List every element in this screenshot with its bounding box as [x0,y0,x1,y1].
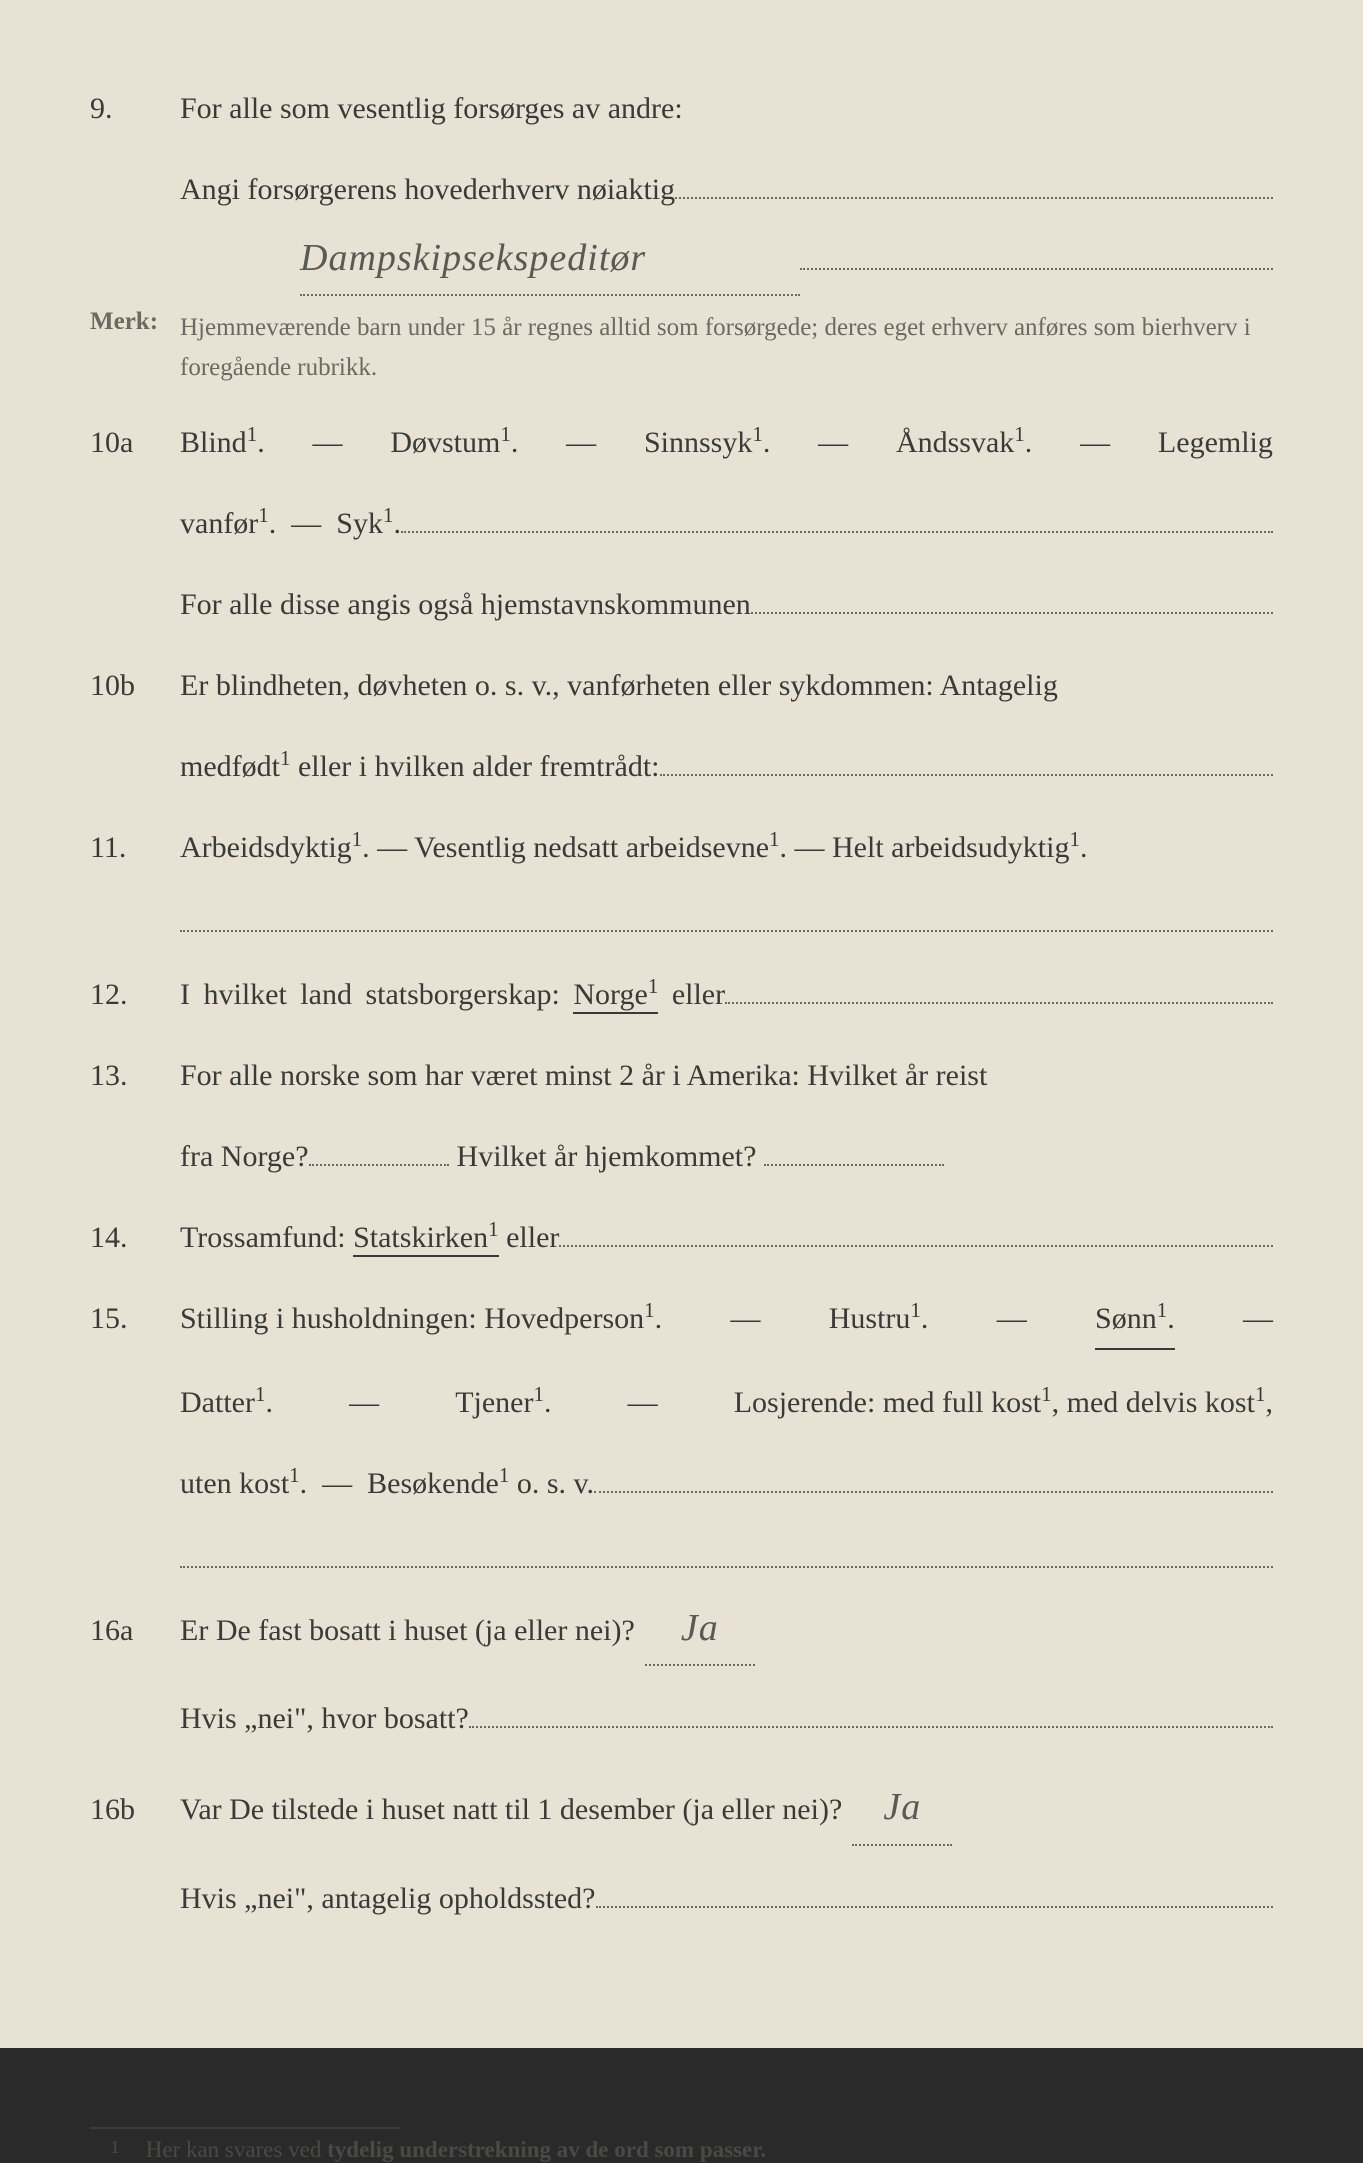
q14-row: 14. Trossamfund: Statskirken1 eller [90,1209,1273,1266]
dotted-line [660,744,1274,776]
q10a-row2: vanfør1. — Syk1. [90,495,1273,552]
q16a-sub-row: Hvis „nei", hvor bosatt? [90,1690,1273,1747]
q9-sub-text: Angi forsørgerens hovederhverv nøiaktig [180,161,675,218]
q10a-row3: For alle disse angis også hjemstavnskomm… [90,576,1273,633]
q15-row2: Datter1. — Tjener1. — Losjerende: med fu… [90,1374,1273,1431]
dotted-line [675,167,1273,199]
q13-row1: 13. For alle norske som har været minst … [90,1047,1273,1104]
q16b-sub-row: Hvis „nei", antagelig opholdssted? [90,1870,1273,1927]
census-form-page: 9. For alle som vesentlig forsørges av a… [0,0,1363,2048]
q14-number: 14. [90,1209,180,1266]
q9-handwritten-answer: Dampskipsekspeditør [300,222,800,296]
dotted-line [401,501,1273,533]
q12-row: 12. I hvilket land statsborgerskap: Norg… [90,966,1273,1023]
dotted-line [309,1164,449,1166]
q16b-answer: Ja [852,1771,952,1845]
dotted-line [800,238,1273,270]
q11-number: 11. [90,819,180,876]
dotted-line [596,1876,1274,1908]
q10a-row1: 10a Blind1. — Døvstum1. — Sinnssyk1. — Å… [90,414,1273,471]
q9-text: For alle som vesentlig forsørges av andr… [180,80,1273,137]
dotted-line [180,1536,1273,1568]
q12-norge-underlined: Norge1 [573,978,658,1014]
q16a-number: 16a [90,1602,180,1659]
q13-row2: fra Norge? Hvilket år hjemkommet? [90,1128,1273,1185]
q10b-row1: 10b Er blindheten, døvheten o. s. v., va… [90,657,1273,714]
q15-number: 15. [90,1290,180,1347]
q12-number: 12. [90,966,180,1023]
dotted-line [180,900,1273,932]
q10b-row2: medfødt1 eller i hvilken alder fremtrådt… [90,738,1273,795]
q15-row3: uten kost1. — Besøkende1 o. s. v. [90,1455,1273,1512]
q16b-row: 16b Var De tilstede i huset natt til 1 d… [90,1771,1273,1845]
merk-text: Hjemmeværende barn under 15 år regnes al… [180,308,1273,388]
q9-row: 9. For alle som vesentlig forsørges av a… [90,80,1273,137]
footnote: 1 Her kan svares ved tydelig understrekn… [90,2137,1273,2163]
q13-number: 13. [90,1047,180,1104]
q15-sonn-underlined: Sønn1. [1095,1290,1175,1350]
dotted-line [559,1215,1273,1247]
q16a-answer: Ja [645,1592,755,1666]
q9-number: 9. [90,80,180,137]
footnote-number: 1 [90,2137,140,2158]
q15-blank [90,1536,1273,1568]
dotted-line [764,1164,944,1166]
q14-statskirken-underlined: Statskirken1 [353,1221,499,1257]
q11-row: 11. Arbeidsdyktig1. — Vesentlig nedsatt … [90,819,1273,876]
q10a-number: 10a [90,414,180,471]
merk-label: Merk: [90,308,180,336]
q9-handwritten-row: Dampskipsekspeditør [90,222,1273,296]
merk-row: Merk: Hjemmeværende barn under 15 år reg… [90,308,1273,388]
q11-blank [90,900,1273,932]
footnote-rule [90,2127,400,2129]
q16a-row: 16a Er De fast bosatt i huset (ja eller … [90,1592,1273,1666]
dotted-line [725,972,1273,1004]
q10b-number: 10b [90,657,180,714]
dotted-line [469,1696,1273,1728]
q16b-number: 16b [90,1781,180,1838]
q15-row1: 15. Stilling i husholdningen: Hovedperso… [90,1290,1273,1350]
dotted-line [751,582,1273,614]
q9-sub-row: Angi forsørgerens hovederhverv nøiaktig [90,161,1273,218]
dotted-line [594,1461,1273,1493]
